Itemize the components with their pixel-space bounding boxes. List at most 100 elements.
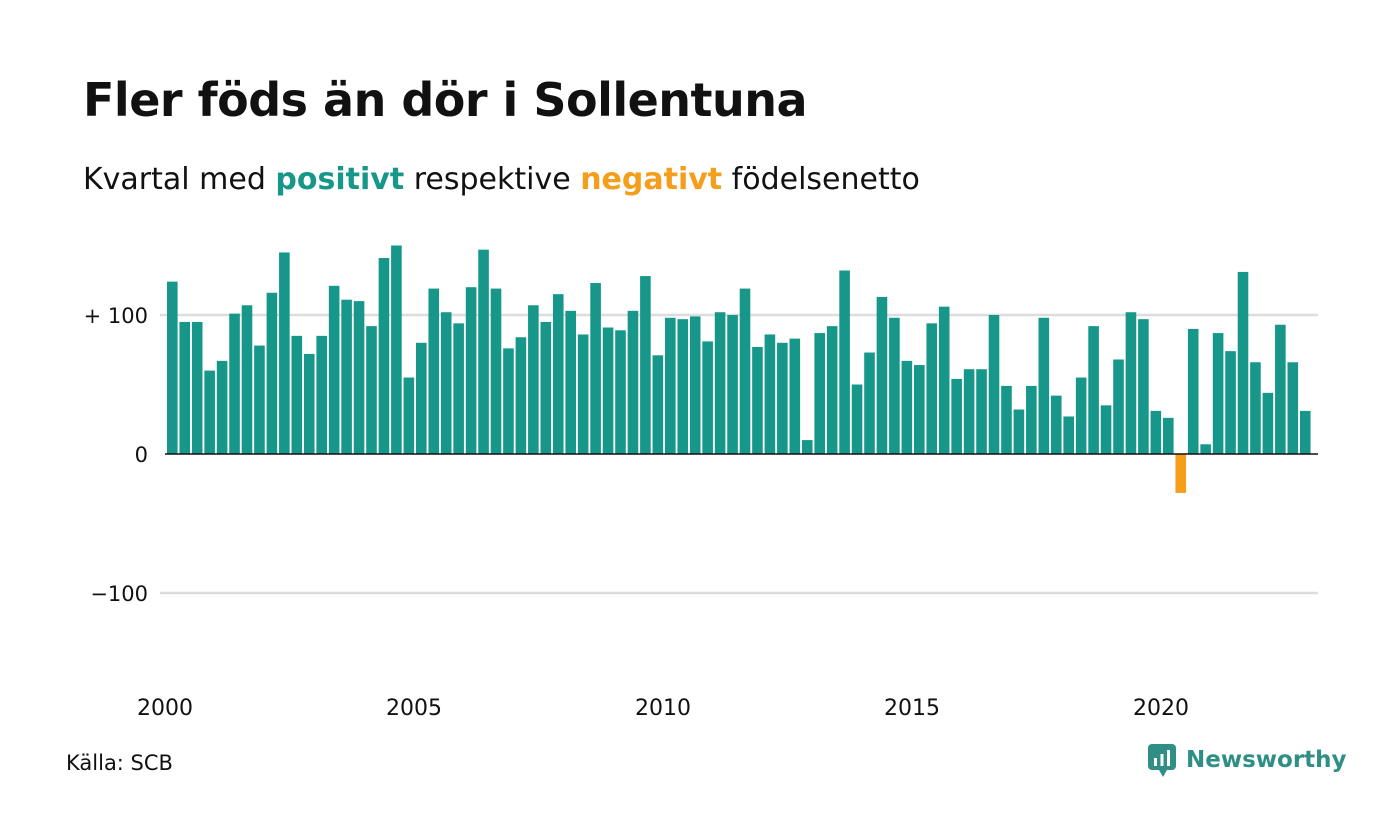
bar-positive: [714, 312, 726, 454]
bar-positive: [366, 326, 377, 454]
bar-positive: [988, 315, 1000, 454]
bar-positive: [1038, 317, 1050, 454]
bar-positive: [1088, 326, 1099, 454]
bar-positive: [727, 315, 738, 454]
bar-positive: [1287, 362, 1299, 454]
bar-positive: [677, 319, 689, 454]
bar-positive: [241, 305, 253, 454]
bar-positive: [752, 346, 763, 454]
bar-positive: [901, 360, 913, 454]
bar-positive: [889, 317, 900, 454]
bar-positive: [801, 440, 813, 454]
bar-positive: [403, 377, 415, 454]
bar-positive: [565, 310, 576, 454]
bar-negative: [1175, 454, 1187, 493]
bar-positive: [1262, 392, 1274, 454]
bar-positive: [689, 316, 701, 454]
bar-positive: [1200, 444, 1211, 454]
bar-positive: [291, 335, 303, 454]
bar-positive: [428, 288, 440, 454]
subtitle-suffix: födelsenetto: [722, 162, 920, 197]
subtitle-prefix: Kvartal med: [83, 162, 276, 197]
y-tick-label: + 100: [84, 304, 148, 328]
bar-positive: [640, 276, 651, 454]
bar-positive: [490, 288, 502, 454]
source-note: Källa: SCB: [66, 751, 173, 775]
bar-positive: [1013, 409, 1025, 454]
bar-positive: [926, 323, 938, 454]
bar-positive: [1225, 351, 1236, 454]
bar-positive: [528, 305, 539, 454]
bar-positive: [1237, 271, 1249, 454]
bar-positive: [1050, 395, 1062, 454]
bar-positive: [590, 283, 601, 454]
brand-logo: Newsworthy: [1148, 742, 1347, 778]
newsworthy-chart-icon: [1148, 744, 1176, 777]
subtitle-middle: respektive: [404, 162, 581, 197]
bar-positive: [627, 310, 639, 454]
y-tick-label: −100: [90, 582, 148, 606]
bar-positive: [851, 384, 863, 454]
bar-positive: [764, 334, 776, 454]
bar-positive: [1187, 328, 1199, 454]
bar-positive: [1113, 359, 1124, 454]
bar-positive: [1138, 319, 1149, 454]
bar-positive: [777, 342, 788, 454]
bar-positive: [976, 369, 987, 454]
bar-positive: [316, 335, 327, 454]
axes: + 100 0 −100 2000 2005 2010 2015 2020: [84, 304, 1318, 721]
bar-positive: [577, 334, 589, 454]
chart-subtitle: Kvartal med positivt respektive negativt…: [83, 160, 920, 200]
subtitle-negative-word: negativt: [580, 162, 723, 197]
bar-positive: [204, 370, 215, 454]
bar-positive: [478, 249, 489, 454]
bar-positive: [615, 330, 626, 454]
bar-positive: [1026, 385, 1037, 454]
bar-positive: [453, 323, 464, 454]
bar-positive: [279, 252, 290, 454]
bar-positive: [1212, 333, 1224, 454]
bar-positive: [378, 258, 390, 454]
x-tick-label: 2010: [635, 696, 691, 721]
bar-positive: [739, 288, 751, 454]
y-tick-label: 0: [135, 443, 148, 467]
bar-positive: [328, 285, 340, 454]
bar-positive: [1075, 377, 1087, 454]
brand-name: Newsworthy: [1186, 747, 1347, 773]
bar-positive: [914, 365, 925, 454]
bar-positive: [1001, 385, 1012, 454]
bar-positive: [391, 245, 402, 454]
gridlines: [160, 313, 1318, 595]
bar-positive: [254, 345, 265, 454]
bar-positive: [951, 378, 962, 454]
x-tick-label: 2000: [137, 696, 193, 721]
bar-positive: [179, 321, 191, 454]
bar-positive: [1299, 410, 1311, 454]
x-tick-label: 2005: [386, 696, 442, 721]
bar-positive: [814, 333, 825, 454]
bar-positive: [266, 292, 278, 454]
bar-positive: [1275, 324, 1286, 454]
bar-positive: [1100, 405, 1112, 454]
bar-positive: [789, 338, 801, 454]
bar-positive: [341, 299, 352, 454]
bar-positive: [1150, 410, 1162, 454]
bar-positive: [1163, 417, 1174, 454]
x-tick-label: 2020: [1133, 696, 1189, 721]
bar-positive: [839, 270, 850, 454]
subtitle-positive-word: positivt: [275, 162, 405, 197]
bar-positive: [864, 352, 875, 454]
bar-positive: [216, 360, 228, 454]
bar-positive: [602, 327, 614, 454]
bar-positive: [503, 348, 514, 454]
bar-positive: [876, 296, 888, 454]
bar-positive: [552, 294, 564, 454]
bar-positive: [465, 287, 477, 454]
bar-positive: [938, 306, 950, 454]
bar-positive: [440, 312, 452, 454]
bar-positive: [540, 321, 552, 454]
bar-positive: [303, 353, 315, 454]
bar-positive: [416, 342, 427, 454]
bar-positive: [167, 281, 178, 454]
bar-positive: [191, 321, 203, 454]
